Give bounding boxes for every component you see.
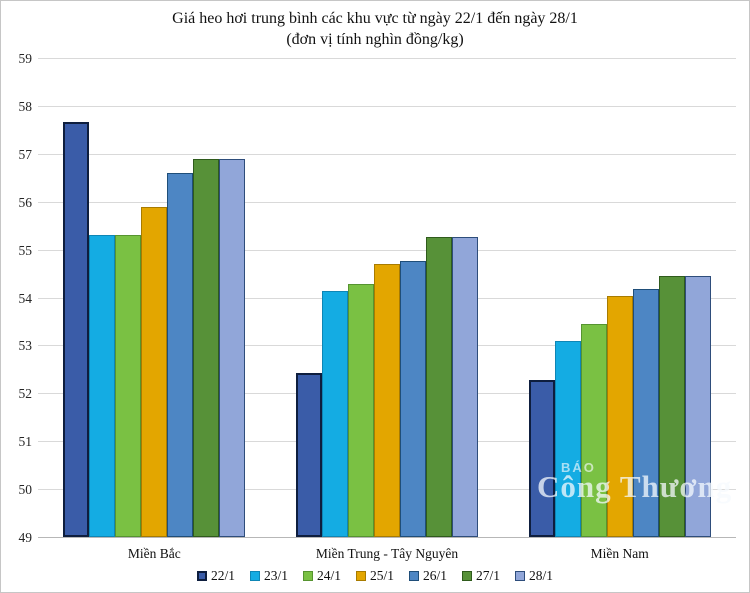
bar-group-2 xyxy=(296,58,478,537)
x-axis-label-2: Miền Trung - Tây Nguyên xyxy=(315,546,459,561)
y-axis-label-54: 54 xyxy=(18,290,33,306)
y-axis-label-50: 50 xyxy=(18,482,33,498)
x-axis-label-3: Miền Nam xyxy=(590,546,649,561)
y-axis-label-56: 56 xyxy=(18,194,33,210)
y-axis-label-53: 53 xyxy=(18,338,33,354)
legend-item-25-1: 25/1 xyxy=(355,568,394,584)
legend-swatch-27-1 xyxy=(462,571,473,581)
gridline-y55 xyxy=(38,249,736,251)
y-axis-label-51: 51 xyxy=(18,434,33,450)
bar-25-1-cat2 xyxy=(374,263,400,537)
y-axis-label-57: 57 xyxy=(18,146,33,162)
legend-label-28-1: 28/1 xyxy=(529,568,554,583)
gridline-y56 xyxy=(38,201,736,203)
chart-subtitle: (đơn vị tính nghìn đồng/kg) xyxy=(286,31,464,49)
gridline-y57 xyxy=(38,153,736,155)
y-axis-label-49: 49 xyxy=(18,530,33,545)
y-axis-label-52: 52 xyxy=(18,386,33,402)
legend-swatch-25-1 xyxy=(355,571,366,581)
legend-label-25-1: 25/1 xyxy=(369,568,394,583)
gridline-y58 xyxy=(38,105,736,107)
bar-23-1-cat3 xyxy=(554,340,581,537)
chart-title-block: Giá heo hơi trung bình các khu vực từ ng… xyxy=(1,8,749,50)
legend-label-27-1: 27/1 xyxy=(476,568,501,583)
y-axis-label-59: 59 xyxy=(18,51,33,66)
gridline-y59 xyxy=(38,58,736,59)
legend-item-24-1: 24/1 xyxy=(302,568,341,584)
bar-24-1-cat3 xyxy=(580,323,607,537)
bar-27-1-cat2 xyxy=(426,236,452,537)
legend-swatch-23-1 xyxy=(249,571,260,581)
legend-label-24-1: 24/1 xyxy=(316,568,341,583)
y-axis-label-58: 58 xyxy=(18,98,33,114)
bar-24-1-cat1 xyxy=(115,235,142,537)
bar-23-1-cat1 xyxy=(89,235,116,537)
bar-27-1-cat3 xyxy=(658,275,685,537)
bar-22-1-cat1 xyxy=(63,121,90,537)
plot-area: 49 50 51 52 53 54 55 56 57 58 59 xyxy=(19,52,736,544)
legend-label-23-1: 23/1 xyxy=(263,568,288,583)
bar-27-1-cat1 xyxy=(193,158,220,537)
bar-24-1-cat2 xyxy=(348,284,374,537)
bar-28-1-cat1 xyxy=(219,158,246,537)
bar-26-1-cat1 xyxy=(167,172,194,537)
legend-item-22-1: 22/1 xyxy=(196,568,235,584)
chart-title: Giá heo hơi trung bình các khu vực từ ng… xyxy=(172,10,578,27)
chart-legend: 22/1 23/1 24/1 25/1 26/1 27/1 28/1 xyxy=(1,568,749,584)
y-axis-label-55: 55 xyxy=(18,242,33,258)
bar-group-1 xyxy=(63,58,246,537)
bar-22-1-cat3 xyxy=(528,380,555,537)
bar-25-1-cat1 xyxy=(141,206,168,537)
gridline-y49 xyxy=(38,537,736,538)
bar-28-1-cat2 xyxy=(452,236,478,537)
bar-26-1-cat3 xyxy=(632,288,659,537)
legend-label-26-1: 26/1 xyxy=(423,568,448,583)
bar-28-1-cat3 xyxy=(684,275,711,537)
bar-23-1-cat2 xyxy=(322,290,348,537)
legend-swatch-24-1 xyxy=(302,571,313,581)
legend-swatch-28-1 xyxy=(515,571,526,581)
bar-25-1-cat3 xyxy=(606,295,633,537)
legend-item-28-1: 28/1 xyxy=(515,568,553,584)
legend-swatch-26-1 xyxy=(409,571,419,581)
legend-item-27-1: 27/1 xyxy=(462,568,500,584)
legend-label-22-1: 22/1 xyxy=(210,568,235,583)
x-axis-label-1: Miền Bắc xyxy=(127,546,181,561)
legend-swatch-22-1 xyxy=(196,571,207,581)
bar-22-1-cat2 xyxy=(296,372,322,537)
legend-item-26-1: 26/1 xyxy=(409,568,447,584)
legend-item-23-1: 23/1 xyxy=(249,568,288,584)
bar-26-1-cat2 xyxy=(400,261,426,537)
bar-group-3 xyxy=(528,58,711,537)
